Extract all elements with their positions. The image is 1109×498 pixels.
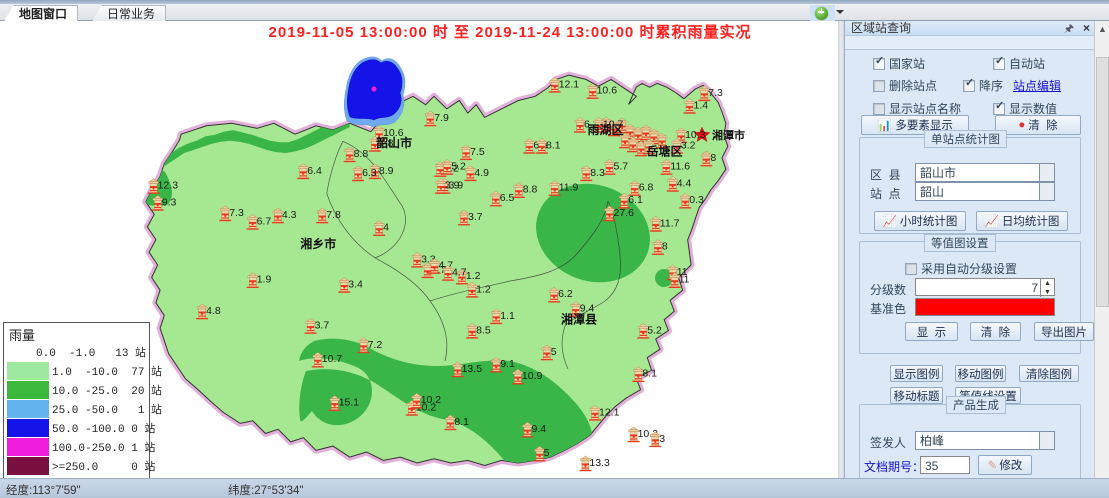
svg-text:3.7: 3.7 bbox=[468, 211, 483, 223]
svg-text:4.8: 4.8 bbox=[206, 305, 221, 317]
svg-text:12.3: 12.3 bbox=[158, 180, 179, 192]
svg-text:13.5: 13.5 bbox=[462, 363, 483, 375]
svg-text:8.1: 8.1 bbox=[454, 416, 469, 428]
svg-text:8.5: 8.5 bbox=[476, 324, 491, 336]
svg-text:6.3: 6.3 bbox=[362, 167, 377, 179]
svg-text:8: 8 bbox=[710, 152, 716, 164]
svg-text:5: 5 bbox=[544, 447, 550, 459]
svg-text:15.1: 15.1 bbox=[339, 397, 360, 409]
svg-text:7.3: 7.3 bbox=[708, 87, 723, 99]
svg-text:10.6: 10.6 bbox=[597, 85, 618, 97]
svg-text:5.2: 5.2 bbox=[451, 161, 466, 173]
svg-text:4.4: 4.4 bbox=[677, 177, 692, 189]
svg-text:12.1: 12.1 bbox=[599, 406, 620, 418]
svg-text:12.1: 12.1 bbox=[559, 78, 580, 90]
svg-text:8.9: 8.9 bbox=[379, 165, 394, 177]
svg-text:5: 5 bbox=[551, 346, 557, 358]
svg-text:8.8: 8.8 bbox=[354, 148, 369, 160]
svg-text:4.7: 4.7 bbox=[452, 267, 467, 279]
svg-text:11.6: 11.6 bbox=[670, 161, 690, 173]
svg-text:11: 11 bbox=[679, 274, 690, 286]
svg-text:3.2: 3.2 bbox=[681, 139, 696, 151]
svg-text:7.9: 7.9 bbox=[434, 112, 449, 124]
svg-text:1.1: 1.1 bbox=[500, 310, 515, 322]
svg-text:4.3: 4.3 bbox=[282, 209, 297, 221]
svg-text:8.1: 8.1 bbox=[642, 368, 657, 380]
svg-text:8: 8 bbox=[662, 241, 668, 253]
svg-text:10.7: 10.7 bbox=[322, 353, 343, 365]
svg-text:湘乡市: 湘乡市 bbox=[300, 236, 336, 251]
svg-text:11.9: 11.9 bbox=[559, 182, 579, 194]
svg-text:27.6: 27.6 bbox=[614, 207, 635, 219]
svg-text:5.7: 5.7 bbox=[614, 161, 629, 173]
svg-text:9.1: 9.1 bbox=[500, 358, 515, 370]
svg-text:6.1: 6.1 bbox=[628, 194, 643, 206]
svg-text:8.8: 8.8 bbox=[523, 184, 538, 196]
svg-text:9.3: 9.3 bbox=[162, 196, 177, 208]
svg-text:雨湖区: 雨湖区 bbox=[587, 122, 623, 137]
svg-text:7.5: 7.5 bbox=[470, 146, 485, 158]
svg-text:4.9: 4.9 bbox=[474, 167, 489, 179]
svg-text:1.4: 1.4 bbox=[694, 99, 709, 111]
svg-text:7.2: 7.2 bbox=[368, 339, 383, 351]
svg-text:3.7: 3.7 bbox=[315, 320, 330, 332]
svg-text:1.9: 1.9 bbox=[257, 274, 272, 286]
svg-text:岳塘区: 岳塘区 bbox=[646, 143, 682, 158]
svg-text:3.4: 3.4 bbox=[348, 279, 363, 291]
svg-text:6.8: 6.8 bbox=[639, 182, 654, 194]
svg-text:8.1: 8.1 bbox=[546, 139, 561, 151]
svg-text:7.8: 7.8 bbox=[326, 209, 341, 221]
svg-text:9.4: 9.4 bbox=[532, 423, 547, 435]
svg-text:湘潭市: 湘潭市 bbox=[712, 128, 745, 142]
svg-text:3: 3 bbox=[659, 433, 665, 445]
svg-text:湘潭县: 湘潭县 bbox=[561, 311, 597, 326]
svg-text:6.5: 6.5 bbox=[500, 192, 515, 204]
svg-text:10.9: 10.9 bbox=[522, 370, 543, 382]
svg-text:3.9: 3.9 bbox=[445, 180, 460, 192]
svg-text:6.7: 6.7 bbox=[257, 215, 272, 227]
svg-text:1.2: 1.2 bbox=[466, 270, 481, 282]
svg-text:13.3: 13.3 bbox=[589, 457, 610, 469]
svg-text:7.3: 7.3 bbox=[229, 207, 244, 219]
svg-text:10.2: 10.2 bbox=[421, 394, 442, 406]
svg-text:4: 4 bbox=[383, 222, 389, 234]
svg-text:8.3: 8.3 bbox=[590, 167, 605, 179]
svg-text:5.2: 5.2 bbox=[647, 324, 662, 336]
svg-text:0.3: 0.3 bbox=[689, 194, 704, 206]
svg-text:6.2: 6.2 bbox=[558, 288, 573, 300]
svg-text:6.4: 6.4 bbox=[307, 165, 322, 177]
svg-text:韶山市: 韶山市 bbox=[376, 135, 412, 150]
svg-text:1.2: 1.2 bbox=[476, 283, 491, 295]
svg-text:11.7: 11.7 bbox=[660, 217, 680, 229]
